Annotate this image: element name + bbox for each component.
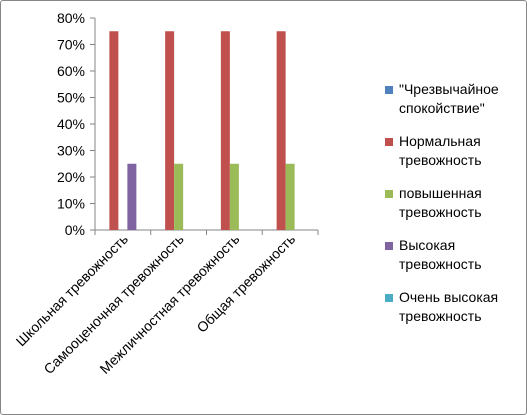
bar-2-3 xyxy=(220,31,230,230)
x-category-label: Общая тревожность xyxy=(193,231,298,336)
chart-bars xyxy=(109,31,295,230)
bar-2-1 xyxy=(109,31,119,230)
legend-label: Высокая тревожность xyxy=(399,237,482,272)
chart-labels: 0% 10% 20% 30% 40% 50% 60% 70% 80% Школьная трево… xyxy=(13,10,299,377)
legend-swatch xyxy=(385,138,393,146)
legend-item: Нормальная тревожность xyxy=(385,132,525,170)
chart-legend: "Чрезвычайное спокойствие" Нормальная тре… xyxy=(385,80,525,340)
y-tick-label: 30% xyxy=(57,143,85,159)
x-category-label: Школьная тревожность xyxy=(13,231,131,349)
legend-swatch xyxy=(385,242,393,250)
legend-swatch xyxy=(385,294,393,302)
legend-label: повышенная тревожность xyxy=(399,185,482,220)
legend-item: Высокая тревожность xyxy=(385,236,525,274)
legend-swatch xyxy=(385,190,393,198)
bar-2-4 xyxy=(276,31,286,230)
legend-item: Очень высокая тревожность xyxy=(385,288,525,326)
legend-label: Очень высокая тревожность xyxy=(399,289,499,324)
legend-label: Нормальная тревожность xyxy=(399,133,482,168)
y-tick-label: 10% xyxy=(57,196,85,212)
y-tick-label: 50% xyxy=(57,90,85,106)
legend-swatch xyxy=(385,86,393,94)
y-tick-label: 70% xyxy=(57,37,85,53)
y-tick-label: 0% xyxy=(65,222,85,238)
bar-4-1 xyxy=(127,163,137,230)
y-tick-label: 40% xyxy=(57,116,85,132)
bar-2-2 xyxy=(165,31,175,230)
bar-3-2 xyxy=(174,163,184,230)
legend-item: повышенная тревожность xyxy=(385,184,525,222)
y-tick-label: 80% xyxy=(57,10,85,26)
y-tick-label: 20% xyxy=(57,169,85,185)
bar-3-3 xyxy=(229,163,239,230)
y-tick-label: 60% xyxy=(57,63,85,79)
bar-3-4 xyxy=(285,163,295,230)
legend-item: "Чрезвычайное спокойствие" xyxy=(385,80,525,118)
legend-label: "Чрезвычайное спокойствие" xyxy=(399,81,499,116)
